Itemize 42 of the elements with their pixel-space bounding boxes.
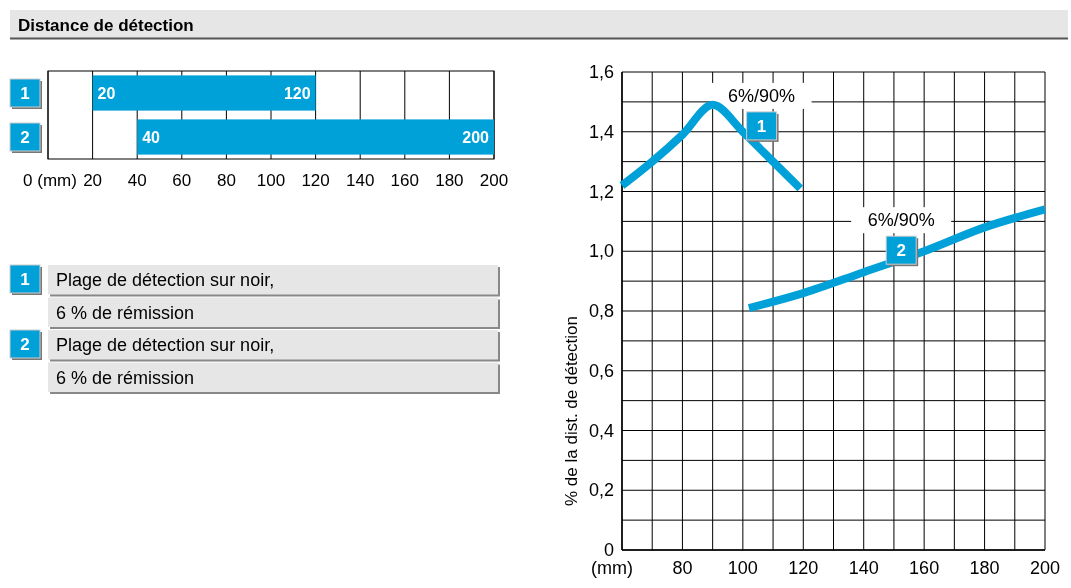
x-tick-label: 160 [909, 558, 940, 578]
annotation: 6%/90% [728, 85, 796, 106]
text: Plage de détection sur noir, [56, 335, 275, 355]
x-tick-label: 120 [788, 558, 819, 578]
chart-title: Distance de détection [18, 16, 194, 35]
annotation: 20 [97, 85, 116, 102]
series-label: 2 [896, 241, 906, 261]
y-axis-title: % de la dist. de détection [562, 316, 581, 506]
x-tick-label: 200 [479, 171, 509, 190]
x-tick-label: 140 [848, 558, 879, 578]
annotation: 40 [142, 129, 161, 146]
series-label: 1 [756, 116, 767, 136]
x-tick-label: 200 [1029, 558, 1061, 578]
text: 6 % de rémission [56, 302, 195, 323]
x-tick-label: 80 [672, 558, 693, 578]
annotation: 6%/90% [867, 210, 935, 231]
text: 6 % de rémission [56, 367, 195, 388]
x-tick-label: 40 [127, 171, 147, 190]
y-tick-label: 0 [603, 540, 614, 560]
y-tick-label: 0,2 [588, 480, 614, 501]
y-tick-label: 1,0 [588, 241, 614, 262]
x-tick-label: 60 [172, 171, 192, 190]
x-tick-label: 140 [346, 171, 375, 190]
x-tick-label: 180 [969, 558, 1000, 578]
x-tick-label: 160 [390, 171, 419, 190]
x-tick-label: 0 (mm) [23, 171, 77, 190]
x-tick-label: 120 [301, 171, 330, 190]
y-tick-label: 1,6 [588, 62, 614, 82]
y-tick-label: 1,4 [588, 121, 614, 142]
y-tick-label: 0,6 [588, 360, 614, 381]
x-tick-label: 80 [216, 171, 236, 190]
x-tick-label: 20 [83, 171, 103, 190]
x-tick-label: 180 [435, 171, 464, 190]
annotation: 120 [283, 85, 311, 102]
y-tick-label: 0,4 [588, 420, 614, 441]
annotation: 200 [462, 129, 490, 146]
text: Plage de détection sur noir, [56, 270, 275, 290]
x-tick-label: 100 [256, 171, 286, 190]
y-tick-label: 0,8 [588, 301, 614, 321]
x-tick-label: 100 [727, 558, 758, 578]
y-tick-label: 1,2 [588, 181, 614, 202]
x-tick-label: (mm) [591, 558, 633, 578]
